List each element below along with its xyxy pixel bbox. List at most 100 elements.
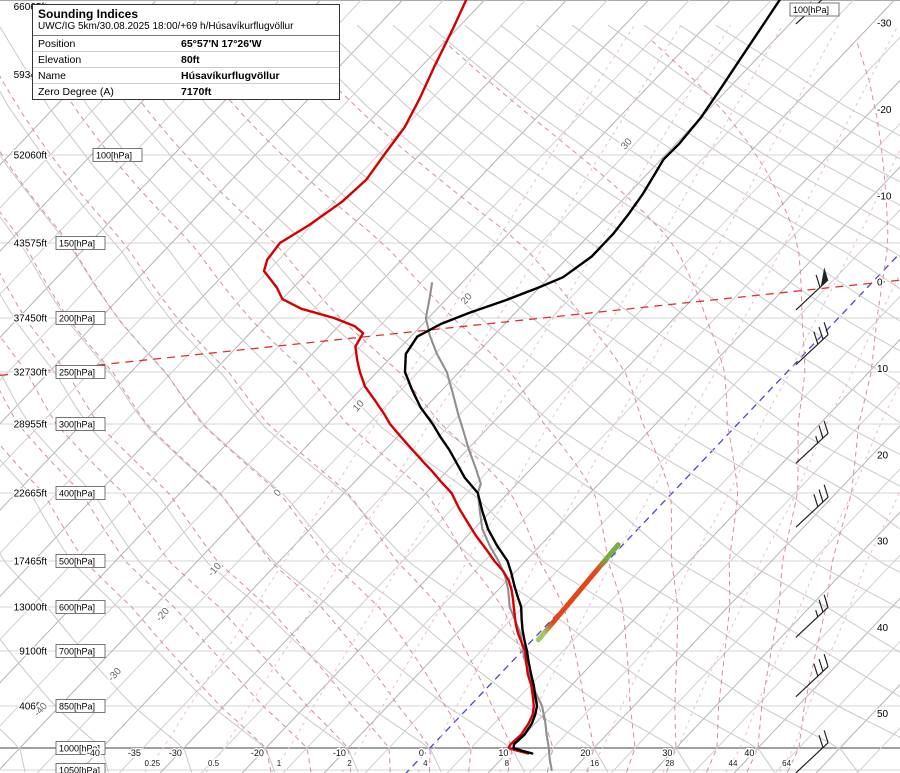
dry-adiabats	[0, 24, 900, 773]
mixing-ratio-label: 0.5	[208, 759, 220, 768]
pressure-label: 1000[hPa]	[59, 744, 100, 754]
bottom-temperature-label: 10	[498, 748, 508, 758]
barb-feather	[813, 494, 819, 507]
isotherm-line	[200, 36, 900, 773]
moist-adiabat-line	[32, 40, 554, 773]
barb-feather	[823, 654, 829, 667]
altitude-label: 22665ft	[14, 489, 48, 500]
bottom-temperature-label: 30	[662, 748, 672, 758]
pressure-label-box	[92, 148, 143, 162]
barb-feather	[818, 425, 824, 439]
pressure-label: 250[hPa]	[59, 368, 95, 378]
mixing-ratio-line	[417, 24, 840, 773]
moist-adiabat-line	[442, 40, 739, 773]
barb-feather	[823, 484, 829, 498]
right-temperature-label: -10	[877, 191, 892, 202]
isotherm-line	[159, 0, 896, 773]
altitude-label: 13000ft	[14, 603, 48, 614]
bottom-temperature-label: -40	[87, 748, 100, 758]
moist-adiabat-line	[0, 211, 431, 773]
altitude-label: 28955ft	[14, 420, 48, 431]
altitude-label: 17465ft	[14, 557, 48, 568]
barb-feather	[823, 594, 829, 608]
dry-adiabat-line	[356, 24, 900, 424]
moist-adiabat-line	[0, 272, 391, 773]
pressure-label-box	[55, 554, 106, 568]
barb-feather	[818, 658, 824, 672]
right-temperature-label: 40	[877, 623, 889, 634]
barb-feather	[815, 274, 821, 288]
pressure-label: 150[hPa]	[59, 239, 95, 249]
inline-line-label: 20	[459, 291, 475, 307]
mixing-ratio-label: 28	[665, 759, 674, 768]
bottom-temperature-label: 40	[744, 748, 754, 758]
pressure-label-box	[55, 741, 106, 755]
pressure-label: 400[hPa]	[59, 489, 95, 499]
inline-line-label: 10	[351, 398, 367, 414]
pressure-label-box	[55, 699, 106, 713]
info-row-value: 7170ft	[181, 85, 212, 98]
bottom-temperature-label: -10	[333, 748, 346, 758]
dry-adiabat-line	[249, 24, 900, 530]
info-row-zero-degree: Zero Degree (A) 7170ft	[33, 84, 339, 99]
dry-adiabat-line	[0, 638, 109, 773]
barb-shaft	[795, 666, 829, 698]
info-row-label: Position	[38, 37, 76, 50]
info-row-elevation: Elevation 80ft	[33, 52, 339, 68]
info-subtitle: UWC/IG 5km/30.08.2025 18:00/+69 h/Húsaví…	[33, 21, 339, 36]
wind-barb	[795, 654, 829, 698]
mixing-ratio-line	[205, 24, 682, 773]
right-temperature-label: -20	[877, 105, 892, 116]
isotherm-line	[0, 0, 281, 295]
mixing-ratio-label: 8	[505, 759, 510, 768]
isotherm-line	[610, 468, 900, 773]
sounding-info-box: Sounding Indices UWC/IG 5km/30.08.2025 1…	[32, 4, 340, 100]
isotherm-line	[0, 0, 609, 641]
wind-barb	[795, 420, 829, 464]
wind-barbs	[795, 0, 829, 773]
pressure-label: 600[hPa]	[59, 603, 95, 613]
wind-barb	[795, 730, 829, 773]
top-right-pressure-label-box	[789, 2, 840, 17]
right-temperature-label: 20	[877, 450, 889, 461]
isotherm-line	[692, 554, 900, 773]
altitude-label: 32730ft	[14, 368, 48, 379]
info-row-label: Zero Degree (A)	[38, 85, 114, 98]
mixing-ratio-label: 1	[277, 759, 282, 768]
isotherm-line	[569, 425, 900, 773]
pressure-label-box	[55, 644, 106, 658]
inline-line-label: -20	[154, 606, 172, 624]
barb-shaft	[795, 742, 829, 773]
dry-adiabat-line	[0, 458, 276, 773]
info-row-name: Name Húsavíkurflugvöllur	[33, 68, 339, 84]
isotherm-line	[364, 209, 900, 773]
dry-adiabat-line	[0, 215, 526, 773]
altitude-label: 37450ft	[14, 314, 48, 325]
isotherm-line	[0, 0, 568, 598]
dry-adiabat-line	[428, 24, 900, 352]
moist-adiabat-line	[96, 40, 595, 773]
mixing-ratio-label: 0.25	[145, 759, 161, 768]
dry-adiabat-line	[106, 24, 900, 698]
dry-adiabat-line	[0, 26, 775, 773]
pressure-label-box	[55, 486, 106, 500]
dry-adiabat-line	[679, 24, 900, 160]
right-temperature-label: 0	[877, 278, 883, 289]
dry-adiabat-line	[0, 293, 442, 773]
isotherm-line	[118, 0, 855, 773]
pressure-label: 300[hPa]	[59, 420, 95, 430]
dry-adiabat-line	[177, 24, 900, 610]
pressure-label: 500[hPa]	[59, 557, 95, 567]
isotherm-line	[446, 295, 900, 773]
dry-adiabat-line	[213, 24, 900, 573]
isotherm-line	[0, 0, 404, 425]
isotherm-line	[774, 640, 900, 773]
isotherm-line	[528, 381, 900, 773]
isotherm-line	[0, 0, 322, 339]
thermal-gradient-segment	[535, 542, 621, 643]
pressure-label-box	[55, 417, 106, 431]
bottom-temperature-label: 20	[580, 748, 590, 758]
altitude-label: 43575ft	[14, 239, 48, 250]
wind-barb	[795, 594, 829, 638]
